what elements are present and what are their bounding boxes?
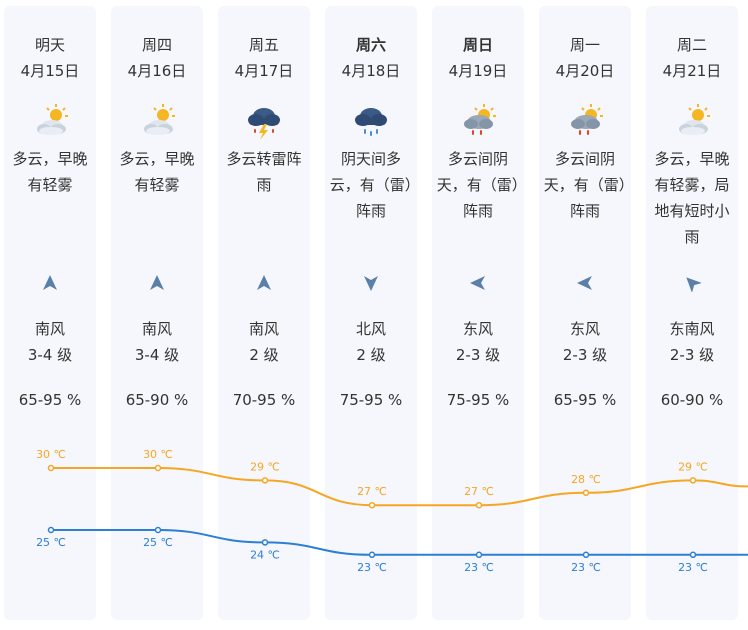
day-label: 明天: [34, 36, 65, 54]
day-label: 周二: [676, 36, 707, 54]
wind-direction-arrow-icon: [364, 276, 378, 291]
humidity: 75-95 %: [446, 391, 510, 409]
humidity: 75-95 %: [339, 391, 403, 409]
high-temp-point: [154, 464, 162, 472]
wind-level: 2-3 级: [562, 346, 608, 364]
day-column: 周日 4月19日多云间阴天，有（雷）阵雨东风 2-3 级 75-95 %: [432, 6, 524, 620]
high-temp-label: 29 ℃: [678, 460, 708, 473]
low-temp-label: 23 ℃: [357, 561, 387, 574]
low-temp-point: [154, 526, 162, 534]
low-temp-label: 24 ℃: [250, 548, 280, 561]
day-label: 周一: [569, 36, 600, 54]
wind-level: 3-4 级: [134, 346, 180, 364]
high-temp-label: 30 ℃: [143, 448, 173, 461]
day-column: 明天 4月15日多云，早晚有轻雾南风 3-4 级 65-95 %: [4, 6, 96, 620]
day-label: 周日: [462, 36, 493, 54]
low-temp-point: [368, 551, 376, 559]
date-label: 4月21日: [662, 62, 722, 80]
wind-direction: 南风: [141, 320, 172, 338]
wind-direction: 东风: [462, 320, 493, 338]
partly-cloudy-icon: [679, 104, 710, 135]
low-temp-point: [47, 526, 55, 534]
date-label: 4月17日: [234, 62, 294, 80]
high-temp-point: [475, 501, 483, 509]
wind-direction-arrow-icon: [43, 275, 57, 290]
wind-direction-arrow-icon: [150, 275, 164, 290]
weather-description: 多云，早晚有轻雾: [12, 150, 88, 194]
low-temp-label: 23 ℃: [571, 561, 601, 574]
rain-cloud-icon: [355, 108, 387, 136]
low-temp-point: [261, 539, 269, 546]
humidity: 65-95 %: [553, 391, 617, 409]
humidity: 70-95 %: [232, 391, 296, 409]
humidity: 65-90 %: [125, 391, 189, 409]
weather-description: 多云间阴天，有（雷）阵雨: [436, 150, 520, 220]
wind-direction: 南风: [248, 320, 279, 338]
low-temp-label: 25 ℃: [36, 536, 66, 549]
low-temp-label: 23 ℃: [464, 561, 494, 574]
wind-level: 2 级: [356, 346, 386, 364]
low-temp-point: [689, 551, 697, 559]
wind-direction-arrow-icon: [686, 277, 701, 292]
high-temp-label: 30 ℃: [36, 448, 66, 461]
humidity: 60-90 %: [660, 391, 724, 409]
sun-cloud-rain-icon: [571, 104, 603, 135]
sun-cloud-rain-icon: [464, 104, 496, 135]
low-temp-label: 23 ℃: [678, 561, 708, 574]
high-temp-label: 29 ℃: [250, 460, 280, 473]
partly-cloudy-icon: [144, 104, 175, 135]
wind-direction-arrow-icon: [470, 276, 485, 290]
low-temp-label: 25 ℃: [143, 536, 173, 549]
wind-level: 2-3 级: [455, 346, 501, 364]
date-label: 4月16日: [127, 62, 187, 80]
weather-description: 多云转雷阵雨: [226, 150, 302, 194]
high-temp-point: [47, 464, 55, 472]
date-label: 4月19日: [448, 62, 508, 80]
high-temp-point: [368, 501, 376, 509]
thunderstorm-icon: [248, 108, 280, 140]
day-column: 周五 4月17日多云转雷阵雨南风 2 级 70-95 %: [218, 6, 310, 620]
humidity: 65-95 %: [18, 391, 82, 409]
partly-cloudy-icon: [37, 104, 68, 135]
date-label: 4月20日: [555, 62, 615, 80]
wind-direction-arrow-icon: [257, 275, 271, 290]
day-column: 周二 4月21日多云，早晚有轻雾，局地有短时小雨东南风 2-3 级 60-90 %: [646, 6, 738, 620]
weather-description: 多云，早晚有轻雾: [119, 150, 195, 194]
date-label: 4月18日: [341, 62, 401, 80]
day-column: 周四 4月16日多云，早晚有轻雾南风 3-4 级 65-90 %: [111, 6, 203, 620]
wind-direction: 南风: [34, 320, 65, 338]
high-temp-point: [582, 489, 590, 497]
wind-direction: 东风: [569, 320, 600, 338]
high-temp-label: 27 ℃: [357, 485, 387, 498]
high-temp-line: [51, 466, 748, 507]
weather-description: 多云，早晚有轻雾，局地有短时小雨: [654, 150, 730, 246]
high-temp-point: [261, 477, 269, 484]
date-label: 4月15日: [20, 62, 80, 80]
wind-direction-arrow-icon: [577, 276, 592, 290]
low-temp-point: [582, 551, 590, 559]
weather-description: 多云间阴天，有（雷）阵雨: [543, 150, 627, 220]
day-label: 周六: [355, 36, 386, 54]
high-temp-point: [689, 477, 697, 484]
wind-direction: 北风: [355, 320, 386, 338]
day-label: 周五: [248, 36, 279, 54]
wind-direction: 东南风: [669, 320, 715, 338]
day-column: 周六 4月18日阴天间多云，有（雷）阵雨北风 2 级 75-95 %: [325, 6, 417, 620]
day-column: 周一 4月20日多云间阴天，有（雷）阵雨东风 2-3 级 65-95 %: [539, 6, 631, 620]
wind-level: 3-4 级: [27, 346, 73, 364]
low-temp-point: [475, 551, 483, 559]
wind-level: 2 级: [249, 346, 279, 364]
wind-level: 2-3 级: [669, 346, 715, 364]
day-label: 周四: [141, 36, 172, 54]
high-temp-label: 27 ℃: [464, 485, 494, 498]
low-temp-line: [50, 528, 748, 556]
weather-description: 阴天间多云，有（雷）阵雨: [329, 150, 413, 220]
high-temp-label: 28 ℃: [571, 473, 601, 486]
